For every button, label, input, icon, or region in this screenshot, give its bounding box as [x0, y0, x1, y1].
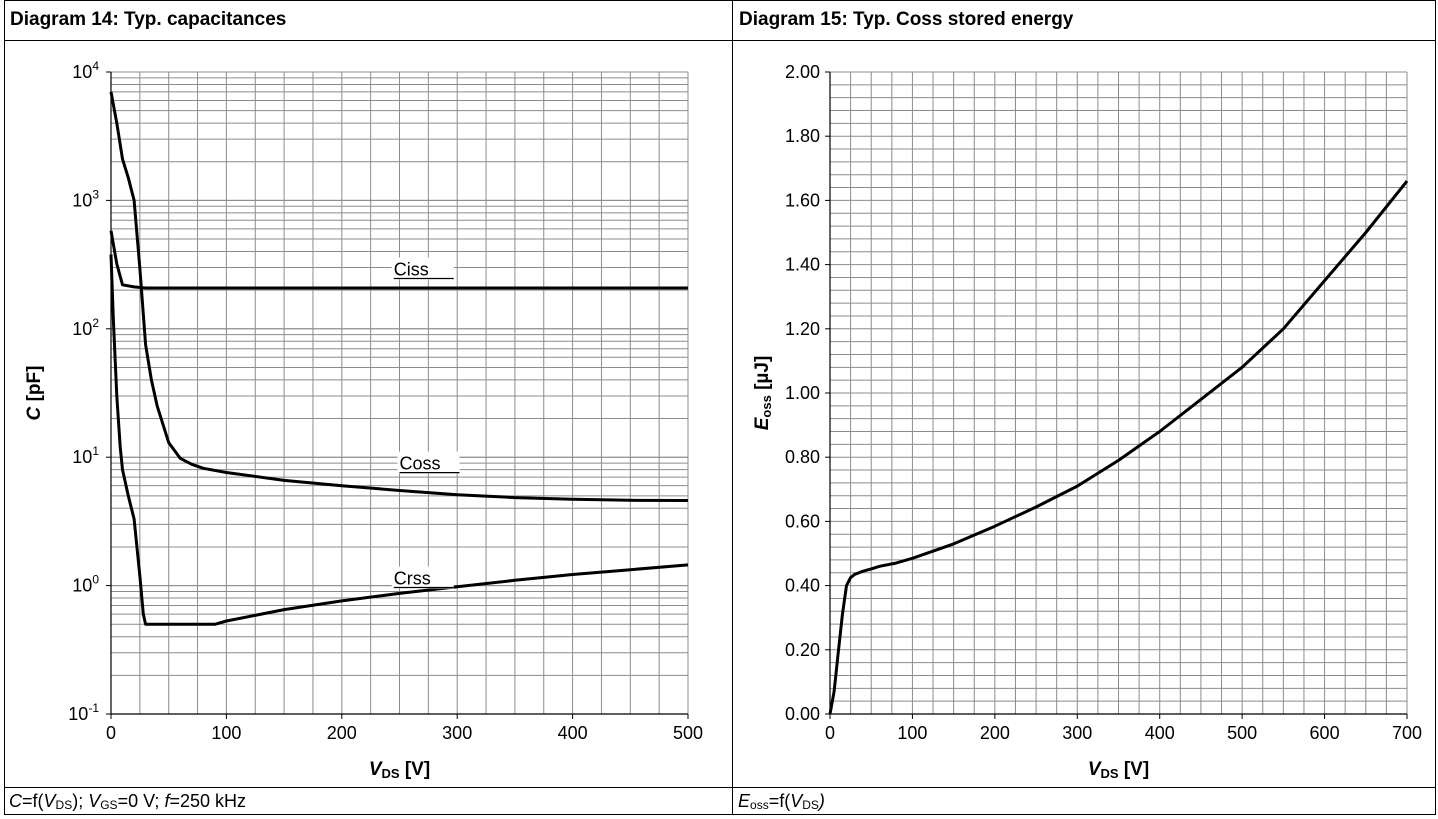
x-tick-label: 0 — [825, 723, 835, 743]
x-tick-label: 100 — [211, 723, 241, 743]
y-tick-label: 1.00 — [785, 383, 820, 403]
y-tick-label: 2.00 — [785, 62, 820, 82]
diagram-15-title: Diagram 15: Typ. Coss stored energy — [739, 9, 1074, 30]
capacitance-grid — [110, 71, 689, 715]
panel-divider — [732, 0, 733, 815]
y-axis-label: Eoss [µJ] — [752, 356, 774, 431]
diagram-15-caption: Eoss=f(VDS) — [738, 791, 825, 812]
y-tick-label: 0.40 — [785, 576, 820, 596]
y-tick-label: 0.00 — [785, 704, 820, 724]
y-tick-label: 0.80 — [785, 447, 820, 467]
series-crss-line — [109, 254, 689, 626]
diagram-14-caption: C=f(VDS); VGS=0 V; f=250 kHz — [9, 791, 246, 812]
x-tick-label: 300 — [442, 723, 472, 743]
y-tick-label: 100 — [72, 573, 99, 596]
y-tick-label: 104 — [72, 59, 99, 82]
series-label-crss: Crss — [394, 568, 431, 588]
x-tick-label: 200 — [980, 723, 1010, 743]
x-tick-label: 500 — [673, 723, 703, 743]
x-tick-label: 400 — [558, 723, 588, 743]
y-tick-label: 10-1 — [68, 701, 99, 724]
y-axis-label: C [pF] — [24, 366, 45, 421]
diagram-14-title: Diagram 14: Typ. capacitances — [10, 9, 287, 30]
x-axis-label: VDS [V] — [369, 759, 430, 781]
label-bg — [391, 257, 454, 280]
label-bg — [397, 451, 460, 474]
y-tick-label: 1.60 — [785, 190, 820, 210]
y-tick-label: 101 — [72, 444, 99, 467]
x-axis-label: VDS [V] — [1088, 759, 1149, 781]
y-tick-label: 1.20 — [785, 319, 820, 339]
x-tick-label: 700 — [1392, 723, 1422, 743]
series-label-ciss: Ciss — [394, 260, 429, 280]
series-ciss-line — [109, 230, 688, 290]
y-tick-label: 102 — [72, 316, 99, 339]
caption-rule — [4, 787, 1436, 788]
y-tick-label: 103 — [72, 187, 99, 210]
x-tick-label: 0 — [106, 723, 116, 743]
x-tick-label: 300 — [1062, 723, 1092, 743]
y-tick-label: 0.60 — [785, 511, 820, 531]
x-tick-label: 500 — [1227, 723, 1257, 743]
x-tick-label: 200 — [327, 723, 357, 743]
series-label-coss: Coss — [400, 454, 441, 474]
x-tick-label: 100 — [897, 723, 927, 743]
x-tick-label: 400 — [1145, 723, 1175, 743]
title-rule — [4, 40, 1436, 41]
y-tick-label: 0.20 — [785, 640, 820, 660]
y-tick-label: 1.40 — [785, 255, 820, 275]
label-bg — [391, 566, 454, 589]
eoss-line — [828, 180, 1409, 715]
x-tick-label: 600 — [1310, 723, 1340, 743]
y-tick-label: 1.80 — [785, 126, 820, 146]
energy-grid — [829, 71, 1408, 715]
series-coss-line — [109, 91, 689, 502]
figure-frame — [4, 0, 1436, 815]
